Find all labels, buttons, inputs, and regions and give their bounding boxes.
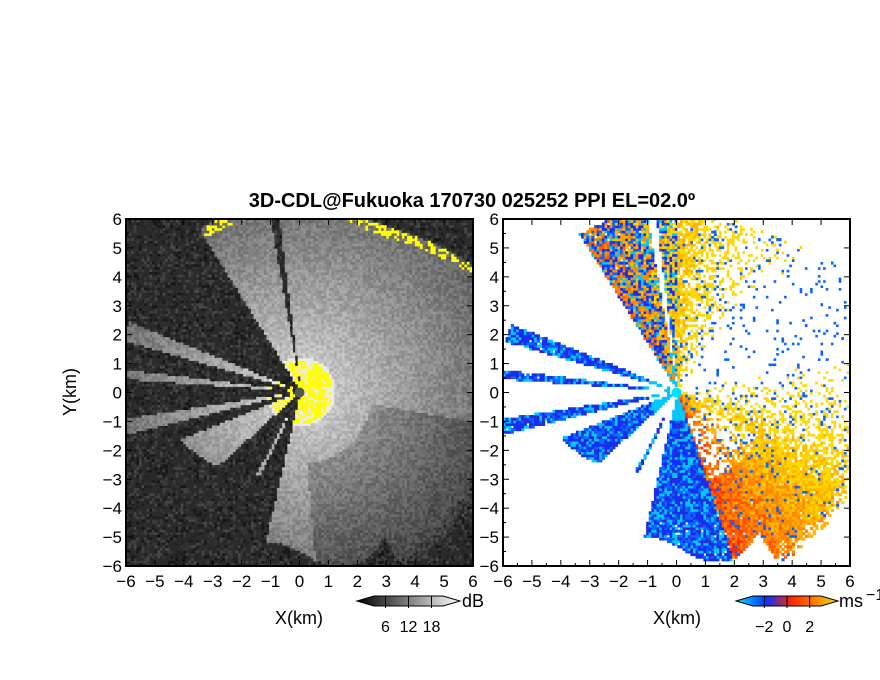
x-tick-label: 5 (816, 572, 825, 591)
x-tick-label: 6 (845, 572, 854, 591)
y-tick-label: 3 (113, 297, 122, 316)
y-tick-label: 4 (113, 268, 122, 287)
chart-title: 3D-CDL@Fukuoka 170730 025252 PPI EL=02.0… (249, 190, 695, 212)
snr-colorbar-unit: dB (462, 591, 484, 611)
y-tick-label: −2 (480, 441, 499, 460)
y-tick-label: −5 (103, 528, 122, 547)
snr-lidar-site (294, 387, 305, 398)
x-tick-label: −3 (580, 572, 599, 591)
y-tick-label: −3 (103, 470, 122, 489)
y-tick-label: 0 (113, 384, 122, 403)
snr-ylabel: Y(km) (60, 368, 80, 416)
velocity-colorbar: −2 0 2 ms −1 (734, 587, 880, 636)
colorbar-tick-label: 2 (805, 619, 814, 636)
y-tick-label: 2 (490, 326, 499, 345)
y-tick-label: 5 (113, 239, 122, 258)
y-tick-label: 1 (490, 355, 499, 374)
y-tick-label: −1 (103, 412, 122, 431)
x-tick-label: −4 (174, 572, 193, 591)
x-tick-label: −2 (609, 572, 628, 591)
y-tick-label: 6 (490, 210, 499, 229)
y-tick-label: −2 (103, 441, 122, 460)
snr-image (126, 219, 473, 566)
x-tick-label: −2 (232, 572, 251, 591)
y-tick-label: −6 (103, 557, 122, 576)
velocity-lidar-site (671, 387, 682, 398)
x-tick-label: 6 (468, 572, 477, 591)
x-tick-label: 3 (759, 572, 768, 591)
x-tick-label: −6 (116, 572, 135, 591)
x-tick-label: −5 (145, 572, 164, 591)
y-tick-label: 6 (113, 210, 122, 229)
x-tick-label: 4 (787, 572, 796, 591)
x-tick-label: 3 (382, 572, 391, 591)
x-tick-label: −1 (638, 572, 657, 591)
y-tick-label: −4 (103, 499, 122, 518)
x-tick-label: 5 (439, 572, 448, 591)
y-tick-label: −5 (480, 528, 499, 547)
x-tick-label: −3 (203, 572, 222, 591)
velocity-colorbar-ticks: −2 0 2 (755, 596, 814, 636)
x-tick-label: −5 (522, 572, 541, 591)
snr-colorbar-ticks: 6 12 18 (381, 596, 441, 636)
x-tick-label: 0 (672, 572, 681, 591)
velocity-colorbar-unit-exponent: −1 (866, 587, 880, 604)
y-tick-label: 2 (113, 326, 122, 345)
x-tick-label: 4 (410, 572, 419, 591)
x-tick-label: 0 (295, 572, 304, 591)
velocity-colorbar-unit: ms (839, 591, 863, 611)
x-tick-label: 1 (701, 572, 710, 591)
y-tick-label: 0 (490, 384, 499, 403)
colorbar-tick-label: 18 (423, 619, 441, 636)
colorbar-tick-label: −2 (755, 619, 773, 636)
x-tick-label: −6 (493, 572, 512, 591)
velocity-xlabel: X(km) (653, 608, 701, 628)
y-tick-label: −3 (480, 470, 499, 489)
x-tick-label: 2 (353, 572, 362, 591)
y-tick-label: −6 (480, 557, 499, 576)
colorbar-tick-label: 0 (783, 619, 792, 636)
y-tick-label: 1 (113, 355, 122, 374)
snr-colorbar: 6 12 18 dB (355, 591, 484, 636)
velocity-image (503, 219, 850, 562)
y-tick-label: −4 (480, 499, 499, 518)
y-tick-label: 5 (490, 239, 499, 258)
colorbar-tick-label: 6 (381, 619, 390, 636)
x-tick-label: 1 (324, 572, 333, 591)
x-tick-label: −1 (261, 572, 280, 591)
y-tick-label: −1 (480, 412, 499, 431)
x-tick-label: 2 (730, 572, 739, 591)
y-tick-label: 3 (490, 297, 499, 316)
colorbar-tick-label: 12 (400, 619, 418, 636)
snr-xlabel: X(km) (275, 608, 323, 628)
x-tick-label: −4 (551, 572, 570, 591)
y-tick-label: 4 (490, 268, 499, 287)
